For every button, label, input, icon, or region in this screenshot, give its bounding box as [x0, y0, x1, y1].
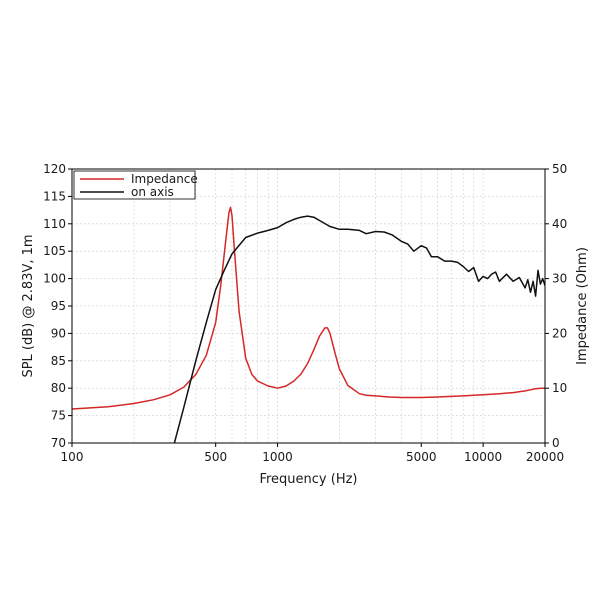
y-left-tick-label: 75: [51, 409, 66, 423]
legend: Impedance on axis: [73, 170, 198, 200]
legend-box: [73, 170, 196, 200]
x-tick-label: 10000: [464, 450, 502, 464]
x-tick-label: 100: [61, 450, 84, 464]
y-right-tick-label: 10: [552, 381, 567, 395]
legend-label-on-axis: on axis: [131, 185, 174, 199]
series-line-on-axis: [173, 215, 545, 443]
y-right-tick-label: 20: [552, 326, 567, 340]
y-left-tick-label: 90: [51, 326, 66, 340]
legend-label-impedance: Impedance: [131, 172, 198, 186]
y-left-tick-label: 70: [51, 436, 66, 450]
y-right-tick-label: 50: [552, 162, 567, 176]
y-left-tick-label: 120: [43, 162, 66, 176]
y-left-tick-label: 115: [43, 189, 66, 203]
y-left-axis-label: SPL (dB) @ 2.83V, 1m: [21, 234, 36, 377]
series-line-impedance: [72, 206, 545, 410]
series-lines: [72, 206, 545, 443]
tick-labels: 100 500 1000 5000 10000 200007075808590951001…: [43, 162, 567, 464]
y-left-tick-label: 85: [51, 354, 66, 368]
x-tick-label: 5000: [406, 450, 437, 464]
y-left-tick-label: 100: [43, 272, 66, 286]
y-left-tick-label: 80: [51, 381, 66, 395]
x-axis-label: Frequency (Hz): [259, 472, 357, 487]
y-left-tick-label: 105: [43, 244, 66, 258]
y-right-axis-label: Impedance (Ohm): [575, 247, 590, 365]
x-tick-label: 20000: [526, 450, 564, 464]
x-tick-label: 500: [204, 450, 227, 464]
y-right-tick-label: 30: [552, 272, 567, 286]
y-right-tick-label: 40: [552, 217, 567, 231]
y-right-tick-label: 0: [552, 436, 560, 450]
y-left-tick-label: 95: [51, 299, 66, 313]
y-left-tick-label: 110: [43, 217, 66, 231]
x-tick-label: 1000: [262, 450, 293, 464]
